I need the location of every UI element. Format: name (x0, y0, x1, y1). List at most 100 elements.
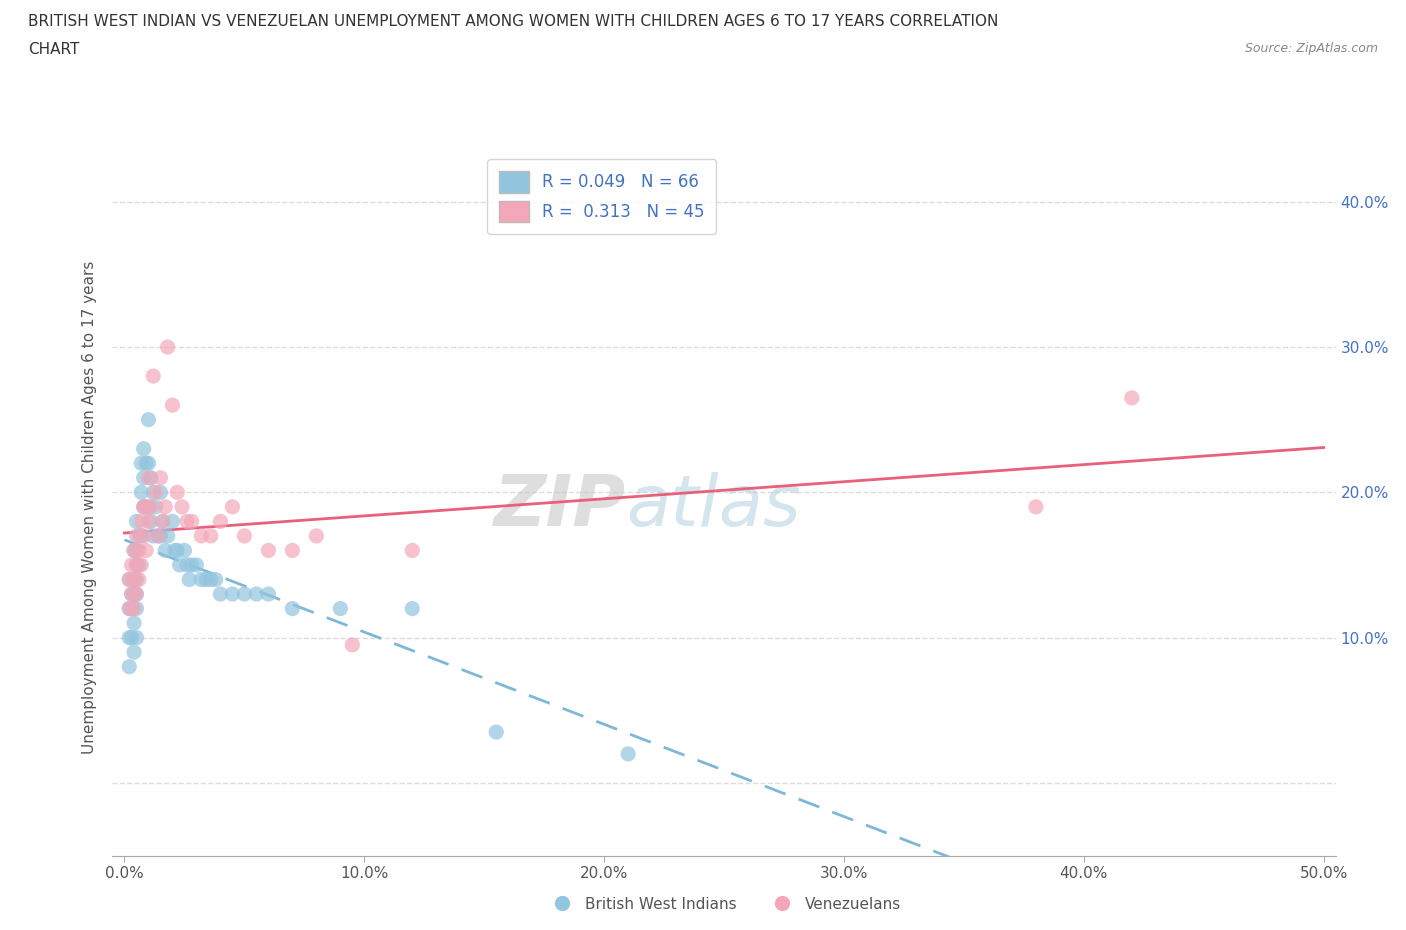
Point (162, 514, 184, 529)
Point (122, 644, 145, 659)
Point (118, 601, 141, 616)
Point (209, 587, 232, 602)
Point (190, 572, 212, 587)
Point (146, 528, 169, 543)
Point (200, 528, 222, 543)
Point (281, 601, 304, 616)
Point (139, 471, 162, 485)
Text: BRITISH WEST INDIAN VS VENEZUELAN UNEMPLOYMENT AMONG WOMEN WITH CHILDREN AGES 6 : BRITISH WEST INDIAN VS VENEZUELAN UNEMPL… (28, 14, 998, 29)
Point (305, 528, 328, 543)
Point (125, 587, 148, 602)
Point (118, 572, 141, 587)
Point (125, 572, 148, 587)
Text: Source: ZipAtlas.com: Source: ZipAtlas.com (1244, 42, 1378, 55)
Point (149, 471, 172, 485)
Point (401, 543, 423, 558)
Point (122, 543, 145, 558)
Point (617, 747, 640, 762)
Point (125, 557, 148, 572)
Point (204, 572, 226, 587)
Point (138, 499, 160, 514)
Point (142, 368, 165, 383)
Point (132, 528, 155, 543)
Point (155, 499, 177, 514)
Point (125, 587, 148, 602)
Point (257, 587, 280, 602)
Point (257, 543, 280, 558)
Point (122, 572, 145, 587)
Point (342, 637, 364, 652)
Point (138, 456, 160, 471)
Point (129, 557, 152, 572)
Point (145, 499, 167, 514)
Point (233, 587, 256, 602)
Point (132, 442, 155, 457)
Point (149, 528, 172, 543)
Point (118, 631, 141, 645)
Point (121, 557, 143, 572)
Point (145, 485, 167, 499)
Point (132, 499, 155, 514)
Point (190, 528, 212, 543)
Point (128, 557, 150, 572)
Point (129, 456, 152, 471)
Point (128, 572, 150, 587)
Point (156, 339, 179, 354)
Point (149, 485, 172, 499)
Point (135, 543, 157, 558)
Point (122, 601, 145, 616)
Point (163, 543, 186, 558)
Point (200, 572, 222, 587)
Point (152, 514, 174, 529)
Point (155, 543, 177, 558)
Point (1025, 499, 1047, 514)
Point (139, 499, 162, 514)
Point (1121, 391, 1143, 405)
Point (128, 528, 150, 543)
Point (166, 543, 188, 558)
Point (121, 587, 143, 602)
Point (121, 631, 143, 645)
Legend: British West Indians, Venezuelans: British West Indians, Venezuelans (540, 891, 908, 918)
Point (142, 528, 165, 543)
Point (135, 499, 157, 514)
Point (142, 485, 165, 499)
Point (156, 528, 179, 543)
Point (180, 557, 202, 572)
Point (125, 601, 148, 616)
Point (173, 543, 195, 558)
Text: atlas: atlas (626, 472, 801, 541)
Y-axis label: Unemployment Among Women with Children Ages 6 to 17 years: Unemployment Among Women with Children A… (82, 260, 97, 753)
Point (401, 601, 423, 616)
Point (121, 601, 143, 616)
Point (176, 557, 198, 572)
Point (138, 471, 160, 485)
Point (221, 587, 243, 602)
Text: ZIP: ZIP (494, 472, 626, 541)
Point (233, 528, 256, 543)
Point (122, 572, 145, 587)
Point (209, 514, 232, 529)
Point (125, 631, 148, 645)
Text: CHART: CHART (28, 42, 80, 57)
Point (125, 528, 148, 543)
Point (138, 412, 160, 427)
Point (170, 499, 193, 514)
Point (122, 616, 145, 631)
Point (135, 499, 157, 514)
Point (118, 601, 141, 616)
Point (485, 724, 508, 739)
Point (139, 514, 162, 529)
Point (132, 471, 155, 485)
Point (138, 514, 160, 529)
Point (152, 514, 174, 529)
Point (221, 499, 243, 514)
Point (180, 514, 202, 529)
Point (179, 572, 201, 587)
Point (122, 543, 145, 558)
Point (146, 528, 169, 543)
Point (195, 572, 218, 587)
Point (129, 485, 152, 499)
Point (132, 499, 155, 514)
Point (186, 557, 208, 572)
